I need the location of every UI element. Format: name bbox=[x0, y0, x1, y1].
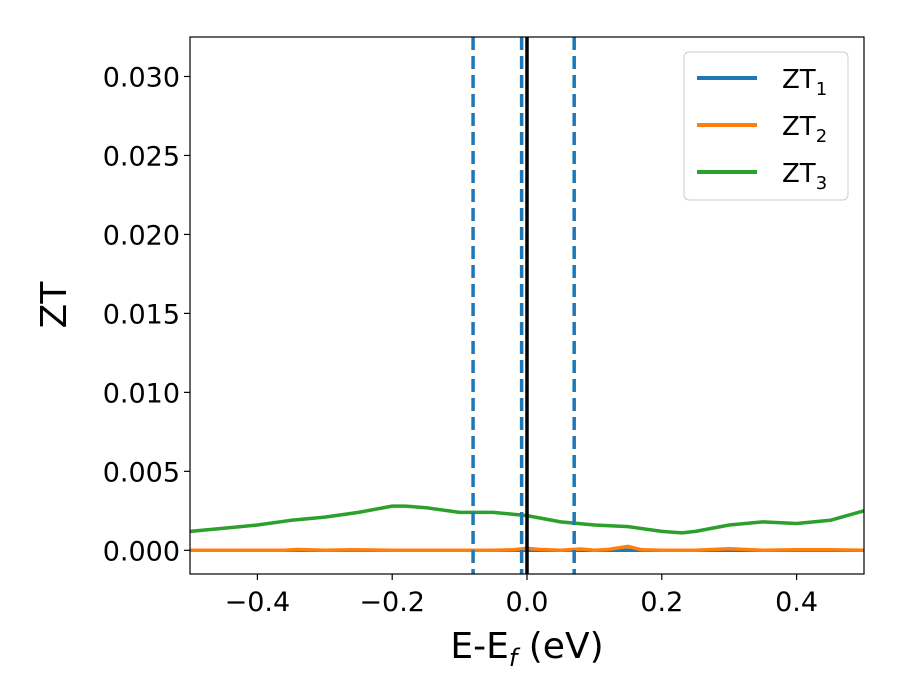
x-tick-label: 0.0 bbox=[506, 587, 549, 618]
data-layer bbox=[190, 37, 864, 574]
x-axis-title: E-Ef (eV) bbox=[450, 626, 603, 672]
x-axis-ticks: −0.4 −0.2 0.0 0.2 0.4 bbox=[225, 574, 818, 618]
legend-label: ZT1 bbox=[782, 65, 827, 100]
y-tick-label: 0.025 bbox=[103, 141, 180, 172]
y-tick-label: 0.005 bbox=[103, 457, 180, 488]
legend-box bbox=[683, 51, 849, 201]
y-tick-label: 0.020 bbox=[103, 220, 180, 251]
series-line-zt2 bbox=[190, 544, 864, 553]
y-tick-label: 0.000 bbox=[103, 536, 180, 567]
x-tick-label: 0.2 bbox=[640, 587, 683, 618]
legend-label: ZT3 bbox=[782, 159, 827, 194]
plot-area bbox=[189, 36, 865, 575]
y-axis-ticks: 0.000 0.005 0.010 0.015 0.020 0.025 0.030 bbox=[103, 62, 190, 567]
y-tick-label: 0.015 bbox=[103, 299, 180, 330]
y-tick-label: 0.030 bbox=[103, 62, 180, 93]
x-tick-label: −0.4 bbox=[225, 587, 291, 618]
legend: ZT1 ZT2 ZT3 bbox=[683, 51, 849, 201]
x-tick-label: 0.4 bbox=[775, 587, 818, 618]
legend-label: ZT2 bbox=[782, 112, 827, 147]
y-tick-label: 0.010 bbox=[103, 378, 180, 409]
x-tick-label: −0.2 bbox=[359, 587, 425, 618]
y-axis-title: ZT bbox=[34, 281, 75, 329]
